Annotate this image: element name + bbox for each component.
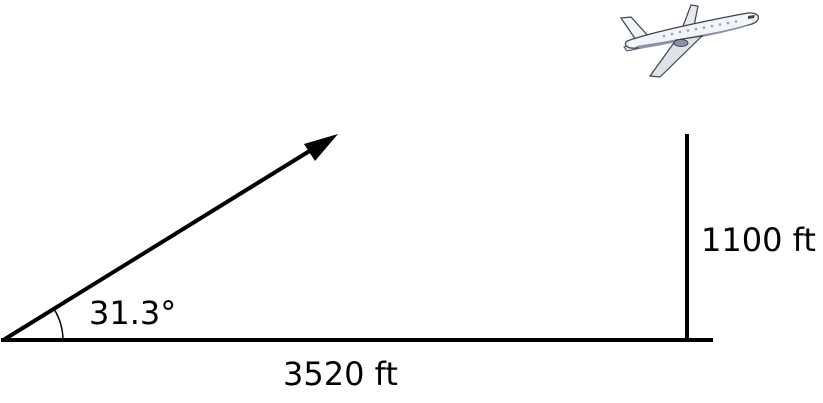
base-distance-label: 3520 ft bbox=[283, 355, 398, 393]
angle-arc bbox=[53, 308, 64, 341]
angle-label: 31.3° bbox=[89, 294, 177, 332]
airplane-icon bbox=[619, 4, 759, 78]
arrow-shaft bbox=[3, 145, 318, 341]
arrow-icon bbox=[304, 134, 338, 161]
height-label: 1100 ft bbox=[701, 221, 816, 259]
direction-arrow bbox=[3, 134, 338, 341]
